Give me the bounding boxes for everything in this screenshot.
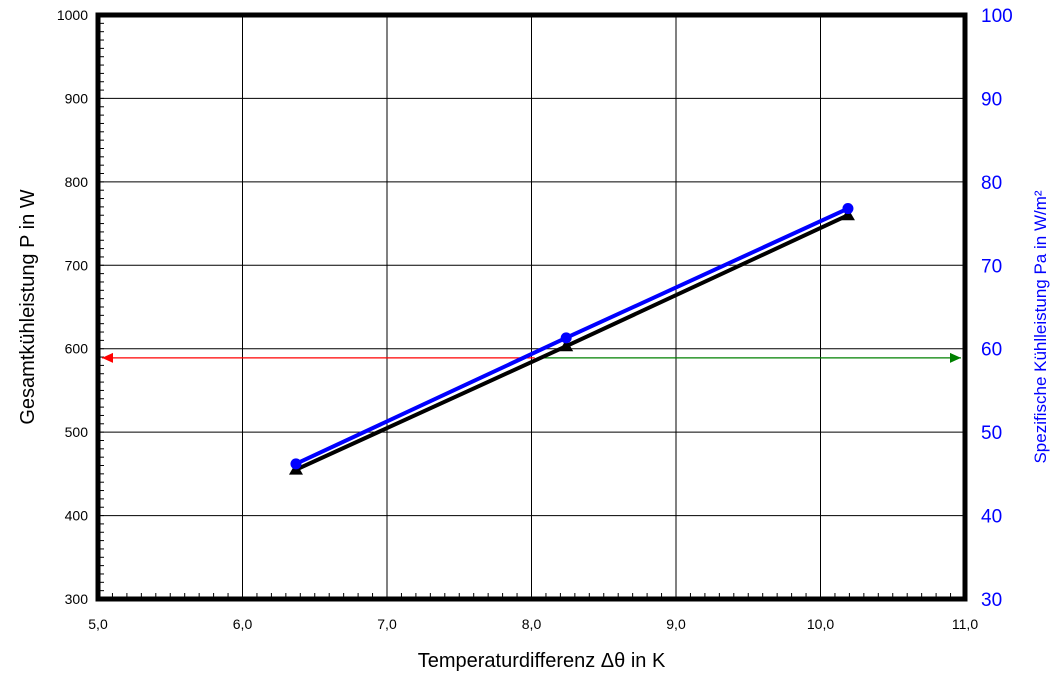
y-tick-label: 500 [65, 424, 89, 440]
reference-arrows [102, 352, 961, 363]
data-point-triangle [840, 208, 855, 221]
y2-tick-label: 60 [981, 340, 1002, 361]
y2-tick-label: 90 [981, 89, 1002, 110]
x-axis-title: Temperaturdifferenz Δθ in K [418, 650, 666, 672]
tick-labels: 300 400 500 600 700 800 900 1000 30 40 50 60 70 80 90 1… [57, 6, 1013, 632]
y-tick-label: 1000 [57, 7, 88, 23]
data-point-circle [842, 203, 854, 215]
data-point-triangle [559, 339, 574, 352]
y2-tick-label: 50 [981, 423, 1002, 444]
x-tick-label: 10,0 [807, 616, 834, 632]
y2-tick-label: 100 [981, 6, 1013, 27]
plot-frame [95, 12, 968, 602]
data-series [288, 203, 855, 475]
y2-tick-label: 40 [981, 507, 1002, 528]
series-line-total-power [295, 213, 849, 472]
x-tick-label: 7,0 [377, 616, 397, 632]
reference-arrow-head [950, 352, 961, 363]
y-tick-label: 400 [65, 508, 89, 524]
grid-lines [98, 15, 965, 599]
x-tick-label: 8,0 [522, 616, 542, 632]
y2-tick-label: 30 [981, 590, 1002, 611]
reference-arrow-head [102, 352, 113, 363]
y2-tick-label: 70 [981, 256, 1002, 277]
y2-tick-label: 80 [981, 173, 1002, 194]
x-tick-label: 9,0 [666, 616, 686, 632]
y-tick-label: 700 [65, 257, 89, 273]
y2-axis-title: Spezifische Kühlleistung Pa in W/m² [1031, 190, 1050, 463]
y-tick-label: 300 [65, 591, 89, 607]
data-point-circle [290, 458, 302, 470]
y-tick-label: 800 [65, 174, 89, 190]
x-tick-label: 5,0 [88, 616, 108, 632]
y-tick-label: 900 [65, 90, 89, 106]
x-tick-label: 11,0 [952, 616, 978, 632]
x-tick-label: 6,0 [233, 616, 253, 632]
y-tick-label: 600 [65, 341, 89, 357]
data-point-circle [560, 332, 572, 344]
y-axis-title: Gesamtkühleistung P in W [17, 189, 39, 424]
series-line-specific-power [295, 206, 849, 466]
